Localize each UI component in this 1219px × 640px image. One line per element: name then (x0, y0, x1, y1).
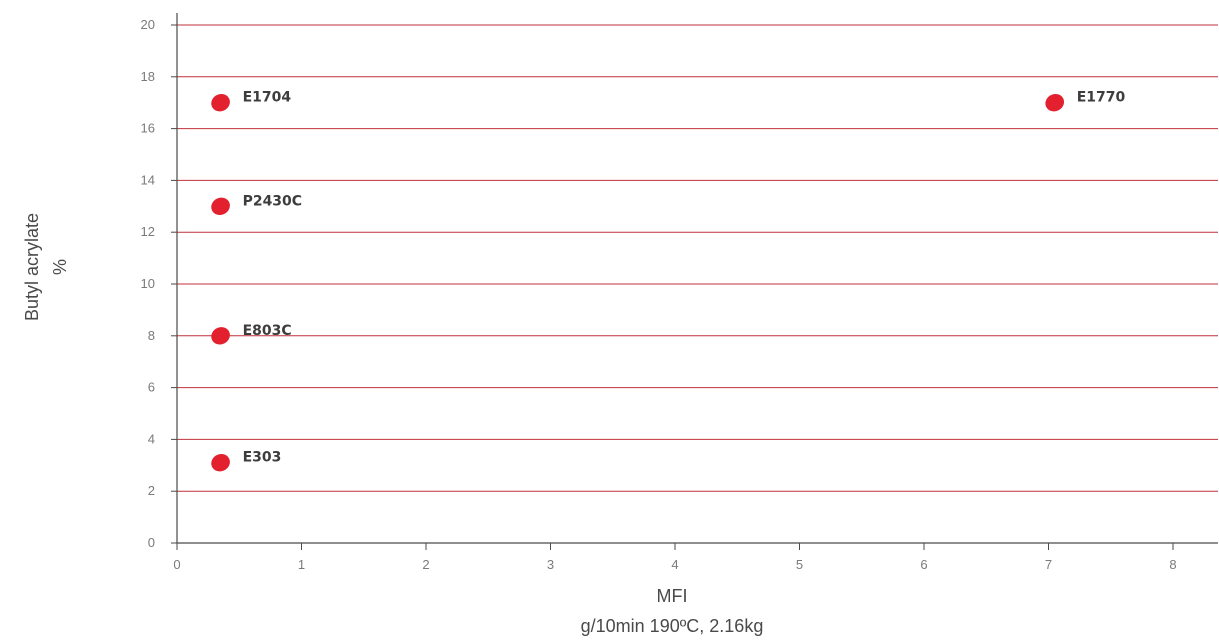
data-point-e1704 (211, 94, 230, 112)
x-tick-label: 0 (173, 557, 180, 572)
y-tick-label: 20 (141, 17, 155, 32)
point-label-p2430c: P2430C (243, 193, 303, 209)
y-tick-label: 16 (141, 121, 155, 136)
point-labels: E1704 E1770 P2430C E803C E303 (243, 90, 1126, 466)
y-tick-label: 8 (148, 328, 155, 343)
x-tick-label: 5 (796, 557, 803, 572)
x-tick-label: 4 (671, 557, 678, 572)
x-axis-unit: g/10min 190ºC, 2.16kg (581, 616, 764, 636)
data-point-e1770 (1045, 94, 1065, 112)
point-label-e303: E303 (243, 450, 282, 466)
x-tick-label: 6 (920, 557, 927, 572)
y-axis-unit: % (50, 259, 70, 275)
y-tick-label: 6 (148, 380, 155, 395)
y-tick-label: 14 (141, 172, 155, 187)
data-point-e803c (211, 327, 230, 345)
y-tick-label: 18 (141, 69, 155, 84)
x-tick-label: 2 (422, 557, 429, 572)
x-tick-label: 8 (1169, 557, 1176, 572)
data-point-p2430c (211, 197, 230, 215)
point-label-e1704: E1704 (243, 90, 292, 106)
axes (176, 13, 1218, 544)
x-axis-title: MFI (657, 586, 688, 606)
point-label-e1770: E1770 (1077, 90, 1126, 106)
y-tick-label: 12 (141, 224, 155, 239)
point-label-e803c: E803C (243, 323, 292, 339)
y-axis-title: Butyl acrylate (22, 213, 42, 321)
y-tick-label: 10 (141, 276, 155, 291)
x-tick-label: 3 (547, 557, 554, 572)
x-tick-label: 7 (1045, 557, 1052, 572)
x-tick-label: 1 (298, 557, 305, 572)
y-tick-label: 2 (148, 483, 155, 498)
data-points (211, 94, 1065, 472)
data-point-e303 (211, 454, 230, 472)
gridlines (177, 24, 1218, 492)
y-tick-label: 0 (148, 535, 155, 550)
y-tick-label: 4 (148, 431, 155, 446)
